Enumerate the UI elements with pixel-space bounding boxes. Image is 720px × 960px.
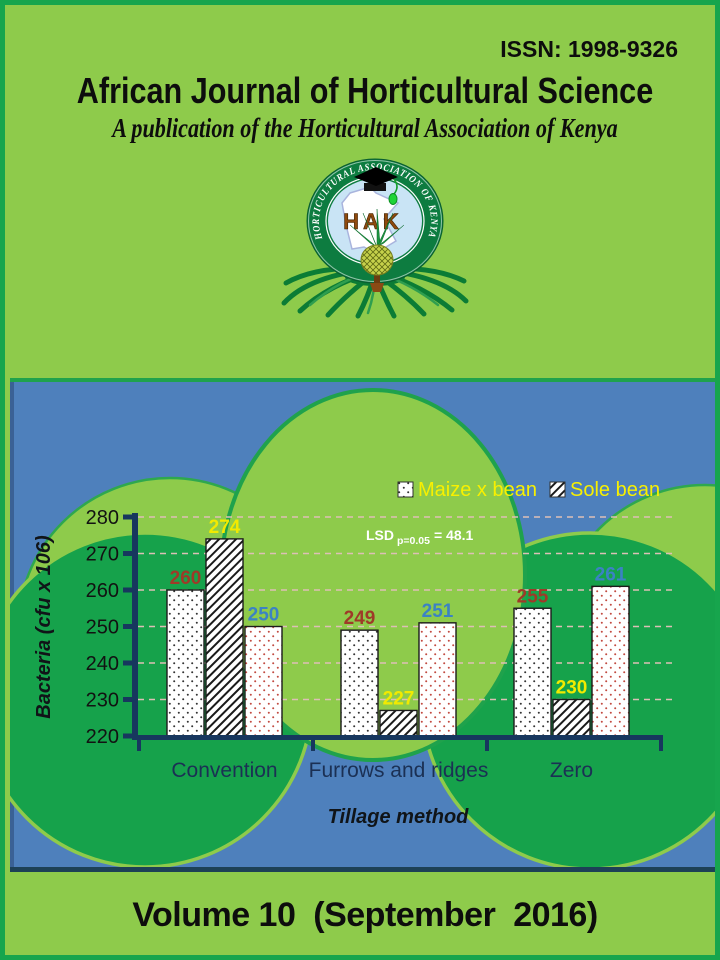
- y-axis-tick: [123, 660, 132, 666]
- x-axis-tick: [137, 735, 141, 751]
- legend-swatch-sole: [549, 481, 566, 498]
- x-axis-tick: [659, 735, 663, 751]
- chart-legend: Maize x bean Sole bean: [397, 479, 660, 501]
- bar: [418, 622, 457, 737]
- legend-swatch-maize: [397, 481, 414, 498]
- volume-line: Volume 10 (September 2016): [132, 896, 598, 934]
- x-axis-title: Tillage method: [328, 806, 470, 828]
- lsd-subscript: p=0.05: [397, 535, 430, 547]
- y-axis-tick: [123, 624, 132, 629]
- x-category-label: Convention: [171, 759, 277, 782]
- x-axis-tick: [485, 735, 489, 751]
- bar: [552, 698, 591, 737]
- issn-label: ISSN: 1998-9326: [500, 36, 678, 62]
- bar-value-label: 261: [595, 564, 627, 585]
- y-tick-label: 280: [86, 507, 119, 529]
- bar-value-label: 249: [344, 608, 376, 629]
- y-tick-label: 270: [86, 544, 119, 566]
- bar-value-label: 230: [556, 678, 588, 699]
- x-category-label: Furrows and ridges: [309, 759, 489, 782]
- y-axis-tick: [123, 697, 132, 702]
- footer: Volume 10 (September 2016): [10, 872, 715, 955]
- y-axis-line: [132, 513, 138, 740]
- y-tick-label: 230: [86, 690, 119, 712]
- bar-value-label: 255: [517, 586, 549, 607]
- chart-canvas: 260 249 255 274 227 230 250 251 261 220 230 240 250 2…: [10, 382, 715, 867]
- bar: [205, 538, 244, 737]
- lsd-value: = 48.1: [434, 527, 474, 543]
- bar: [166, 589, 205, 737]
- bar: [591, 585, 630, 737]
- y-axis-tick: [123, 733, 132, 739]
- y-tick-label: 260: [86, 580, 119, 602]
- y-axis-tick: [123, 514, 132, 520]
- y-tick-label: 220: [86, 726, 119, 748]
- tassel-icon: [388, 193, 398, 205]
- x-axis-line: [132, 735, 662, 740]
- bar-value-label: 250: [248, 605, 280, 626]
- x-category-label: Zero: [550, 759, 593, 782]
- bar: [340, 629, 379, 737]
- pineapple-icon: [349, 208, 405, 292]
- bar: [244, 625, 283, 737]
- lsd-prefix: LSD: [366, 527, 394, 543]
- y-tick-label: 250: [86, 617, 119, 639]
- y-axis-tick: [123, 587, 132, 593]
- bar: [379, 709, 418, 737]
- lsd-annotation: LSD p=0.05 = 48.1: [366, 527, 474, 547]
- page-subtitle: A publication of the Horticultural Assoc…: [112, 113, 618, 143]
- chart-panel: 260 249 255 274 227 230 250 251 261 220 230 240 250 2…: [10, 378, 715, 872]
- bar-value-label: 274: [209, 517, 241, 538]
- legend-label-maize: Maize x bean: [418, 479, 537, 501]
- x-axis-tick: [311, 735, 315, 751]
- page-title: African Journal of Horticultural Science: [76, 70, 654, 111]
- bar-chart: 260 249 255 274 227 230 250 251 261 220 230 240 250 2…: [86, 507, 672, 782]
- hak-logo: HORTICULTURAL ASSOCIATION OF KENYA HAK: [281, 158, 469, 319]
- bar: [513, 607, 552, 737]
- graduation-cap-icon: [354, 167, 398, 205]
- bar-value-label: 251: [422, 601, 454, 622]
- y-axis-title: Bacteria (cfu x 106): [33, 535, 55, 719]
- tassel-cord: [393, 178, 398, 195]
- y-axis-tick: [123, 551, 132, 556]
- y-tick-label: 240: [86, 653, 119, 675]
- bar-value-label: 227: [383, 688, 415, 709]
- hak-acronym: HAK: [343, 209, 403, 234]
- bar-value-label: 260: [170, 568, 202, 589]
- legend-label-sole: Sole bean: [570, 479, 660, 501]
- header: ISSN: 1998-9326 African Journal of Horti…: [10, 10, 715, 378]
